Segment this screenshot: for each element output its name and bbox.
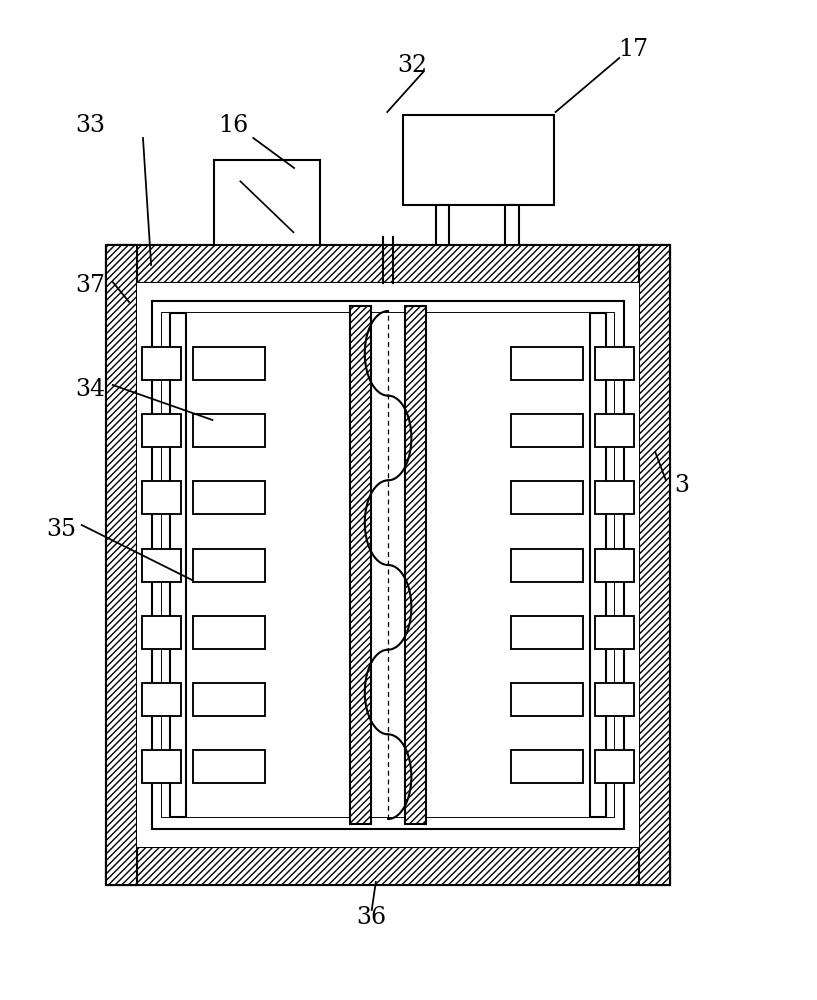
Bar [142, 548, 181, 581]
Bar [511, 683, 583, 716]
Bar [595, 683, 634, 716]
Bar [436, 205, 449, 245]
Bar [142, 414, 181, 447]
Bar [595, 548, 634, 581]
Text: 16: 16 [217, 113, 248, 136]
Bar [193, 347, 265, 380]
Bar [142, 347, 181, 380]
Text: 32: 32 [398, 53, 427, 77]
Text: 35: 35 [47, 518, 76, 542]
Bar [511, 750, 583, 783]
Bar [106, 245, 137, 885]
Bar [595, 414, 634, 447]
Bar [162, 313, 614, 817]
Bar [595, 616, 634, 649]
Bar [193, 616, 265, 649]
Bar [506, 205, 519, 245]
Bar [193, 481, 265, 514]
Text: 17: 17 [618, 38, 648, 62]
Text: 37: 37 [75, 273, 105, 296]
Bar [214, 160, 320, 245]
Bar [511, 414, 583, 447]
Bar [350, 306, 371, 824]
Bar [595, 750, 634, 783]
Bar [590, 313, 606, 817]
Bar [511, 548, 583, 581]
Bar [142, 616, 181, 649]
Text: 3: 3 [675, 474, 690, 496]
Bar [639, 245, 670, 885]
Bar [142, 481, 181, 514]
Bar [170, 313, 186, 817]
Bar [137, 283, 639, 847]
Text: 34: 34 [75, 378, 105, 401]
Bar [193, 548, 265, 581]
Bar [595, 481, 634, 514]
Bar [405, 306, 426, 824]
Bar [162, 313, 614, 817]
Bar [193, 414, 265, 447]
Bar [142, 750, 181, 783]
Bar [595, 347, 634, 380]
Bar [511, 481, 583, 514]
Bar [152, 301, 624, 829]
Bar [511, 616, 583, 649]
Bar [193, 683, 265, 716]
Text: 36: 36 [357, 906, 386, 930]
Bar [106, 847, 670, 885]
Bar [142, 683, 181, 716]
Bar [193, 750, 265, 783]
Bar [403, 115, 554, 205]
Bar [511, 347, 583, 380]
Text: 33: 33 [75, 113, 105, 136]
Bar [106, 245, 670, 885]
Bar [106, 245, 670, 283]
